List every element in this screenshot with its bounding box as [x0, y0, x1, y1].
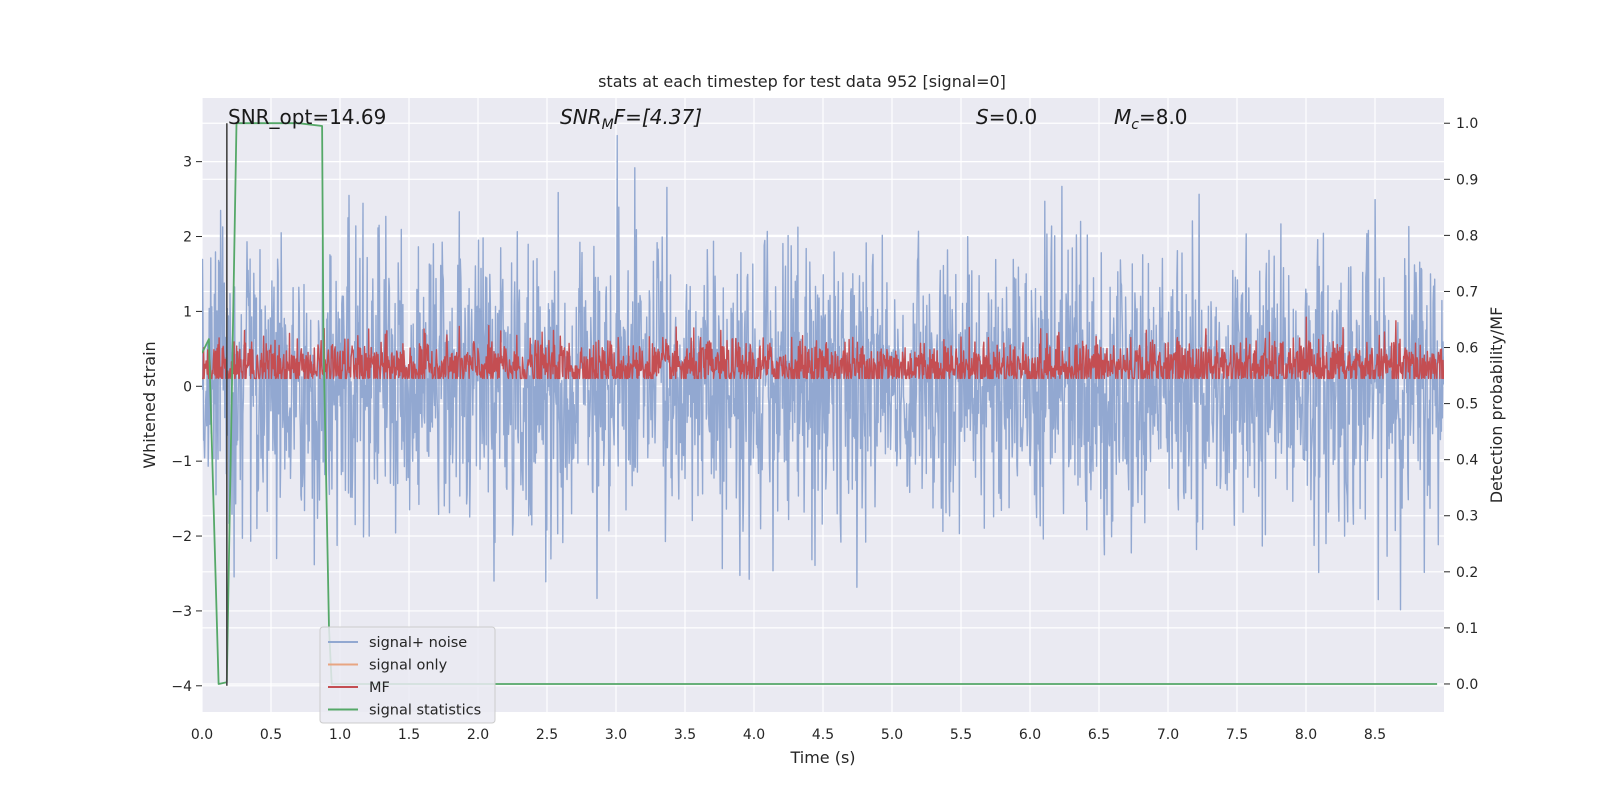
legend-label: signal only: [369, 658, 448, 674]
annotation-s-rest: =0.0: [989, 105, 1038, 129]
y-axis-label: Whitened strain: [140, 341, 159, 468]
x-tick-label: 7.5: [1226, 727, 1248, 743]
x-tick-label: 5.5: [950, 727, 972, 743]
x-tick-label: 6.5: [1088, 727, 1110, 743]
y-axis-right-label: Detection probability/MF: [1487, 307, 1506, 504]
x-tick-label: 4.0: [743, 727, 765, 743]
legend: signal+ noise signal only MF signal statist…: [319, 626, 496, 724]
y-tick-label: −4: [171, 679, 192, 695]
x-tick-label: 3.0: [605, 727, 627, 743]
x-tick-label: 7.0: [1157, 727, 1179, 743]
y-tick-label: 1: [183, 304, 192, 320]
annotation-snr-mf-rest: F=[4.37]: [614, 105, 702, 129]
y-right-tick-label: 0.7: [1456, 284, 1478, 300]
x-tick-label: 3.5: [674, 727, 696, 743]
legend-box: [319, 626, 496, 724]
y-tick-label: 2: [183, 230, 192, 246]
y-tick-label: 0: [183, 379, 192, 395]
annotation-s: S=0.0: [976, 105, 1037, 129]
y-right-tick-label: 0.2: [1456, 565, 1478, 581]
x-tick-label: 1.5: [398, 727, 420, 743]
x-tick-label: 1.0: [329, 727, 351, 743]
x-tick-label: 8.5: [1364, 727, 1386, 743]
annotation-snr-mf-main: SNR: [560, 105, 602, 129]
y-right-tick-label: 1.0: [1456, 116, 1478, 132]
series-signal-noise: [202, 134, 1444, 611]
y-right-tick-label: 0.1: [1456, 621, 1478, 637]
annotation-snr-mf: SNRMF=[4.37]: [560, 105, 702, 133]
y-right-tick-label: 0.8: [1456, 228, 1478, 244]
y-right-tick-label: 0.6: [1456, 341, 1478, 357]
y-tick-label: 3: [183, 155, 192, 171]
y-right-tick-label: 0.5: [1456, 397, 1478, 413]
y-tick-label: −1: [171, 454, 192, 470]
x-tick-label: 2.0: [467, 727, 489, 743]
y-tick-label: −3: [171, 604, 192, 620]
x-tick-label: 2.5: [536, 727, 558, 743]
y-axis-right-ticks: 0.0 0.1 0.2 0.3 0.4 0.5 0.6 0.7 0.8 0.9 1.0: [1444, 116, 1478, 693]
annotation-mc-main: M: [1114, 105, 1131, 129]
x-axis-ticks: 0.0 0.5 1.0 1.5 2.0 2.5 3.0 3.5 4.0 4.5 5.0 5.5 6.0 6…: [191, 727, 1386, 743]
x-tick-label: 8.0: [1295, 727, 1317, 743]
annotation-snr-mf-sub: M: [602, 117, 614, 133]
x-tick-label: 0.0: [191, 727, 213, 743]
series-layer: [202, 122, 1444, 686]
legend-label: MF: [369, 680, 390, 696]
legend-label: signal statistics: [369, 703, 481, 719]
legend-label: signal+ noise: [369, 635, 467, 651]
annotation-mc-rest: =8.0: [1139, 105, 1188, 129]
y-axis-left-ticks: −4 −3 −2 −1 0 1 2 3: [171, 155, 202, 695]
x-axis-label: Time (s): [789, 748, 855, 767]
annotation-s-main: S: [976, 105, 989, 129]
annotation-snr-opt: SNR_opt=14.69: [228, 105, 386, 129]
series-mf: [202, 316, 1444, 380]
annotation-mc-sub: c: [1131, 117, 1139, 133]
y-right-tick-label: 0.0: [1456, 677, 1478, 693]
x-tick-label: 4.5: [812, 727, 834, 743]
y-right-tick-label: 0.3: [1456, 509, 1478, 525]
y-right-tick-label: 0.4: [1456, 453, 1478, 469]
y-tick-label: −2: [171, 529, 192, 545]
x-tick-label: 6.0: [1019, 727, 1041, 743]
chart-title: stats at each timestep for test data 952…: [598, 72, 1006, 91]
x-tick-label: 5.0: [881, 727, 903, 743]
x-tick-label: 0.5: [260, 727, 282, 743]
y-right-tick-label: 0.9: [1456, 172, 1478, 188]
annotation-mc: Mc=8.0: [1114, 105, 1188, 133]
